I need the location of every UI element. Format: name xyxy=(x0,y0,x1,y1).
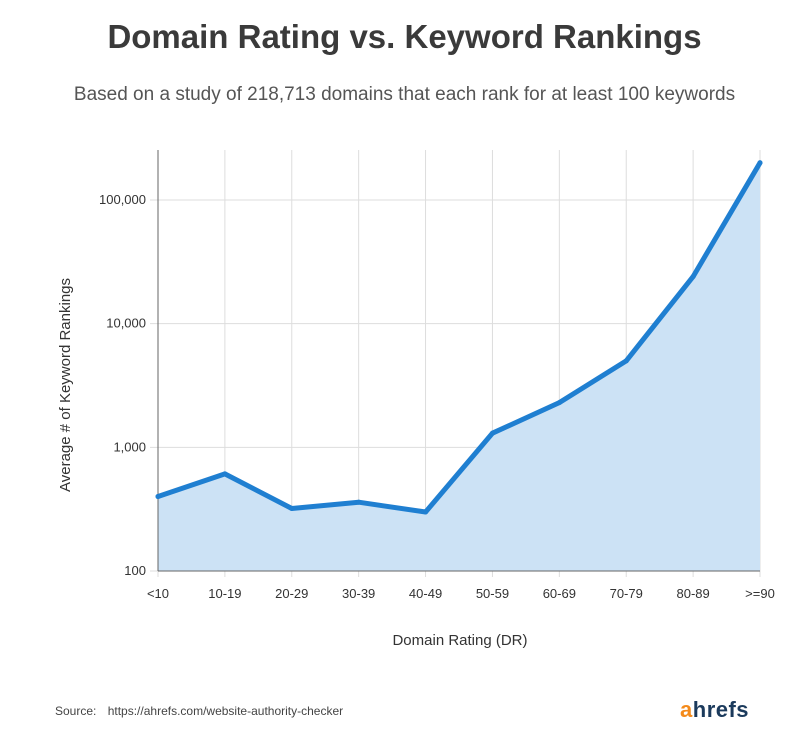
series-line xyxy=(155,160,763,515)
x-axis-label: Domain Rating (DR) xyxy=(392,632,527,649)
x-tick-label-8: 80-89 xyxy=(676,586,709,601)
x-tick-label-6: 60-69 xyxy=(543,586,576,601)
x-tick-label-0: <10 xyxy=(147,586,169,601)
x-tick-label-2: 20-29 xyxy=(275,586,308,601)
source-label: Source: xyxy=(55,704,97,718)
y-tick-label-0: 100 xyxy=(124,563,146,578)
source-note: Source: https://ahrefs.com/website-autho… xyxy=(55,704,343,718)
data-point-2 xyxy=(289,506,295,512)
logo-text: hrefs xyxy=(692,697,750,722)
x-tick-label-1: 10-19 xyxy=(208,586,241,601)
data-point-3 xyxy=(356,499,362,505)
data-point-0 xyxy=(155,494,161,500)
x-tick-label-7: 70-79 xyxy=(610,586,643,601)
x-tick-label-4: 40-49 xyxy=(409,586,442,601)
y-axis-label: Average # of Keyword Rankings xyxy=(57,278,74,492)
chart-title: Domain Rating vs. Keyword Rankings xyxy=(107,18,702,55)
x-tick-label-3: 30-39 xyxy=(342,586,375,601)
data-point-6 xyxy=(556,400,562,406)
logo-letter-a: a xyxy=(680,697,693,722)
data-point-9 xyxy=(757,160,763,166)
data-point-5 xyxy=(489,430,495,436)
x-tick-label-9: >=90 xyxy=(745,586,775,601)
ahrefs-logo: ahrefs xyxy=(680,697,749,723)
chart-subtitle: Based on a study of 218,713 domains that… xyxy=(73,84,736,105)
y-tick-label-3: 100,000 xyxy=(99,192,146,207)
data-point-7 xyxy=(623,358,629,364)
source-link[interactable]: https://ahrefs.com/website-authority-che… xyxy=(107,704,344,718)
data-point-1 xyxy=(222,471,228,477)
area-fill xyxy=(158,162,760,572)
y-tick-label-2: 10,000 xyxy=(106,316,146,331)
y-tick-label-1: 1,000 xyxy=(113,439,146,454)
data-point-4 xyxy=(423,509,429,515)
data-point-8 xyxy=(690,274,696,280)
x-tick-label-5: 50-59 xyxy=(476,586,509,601)
